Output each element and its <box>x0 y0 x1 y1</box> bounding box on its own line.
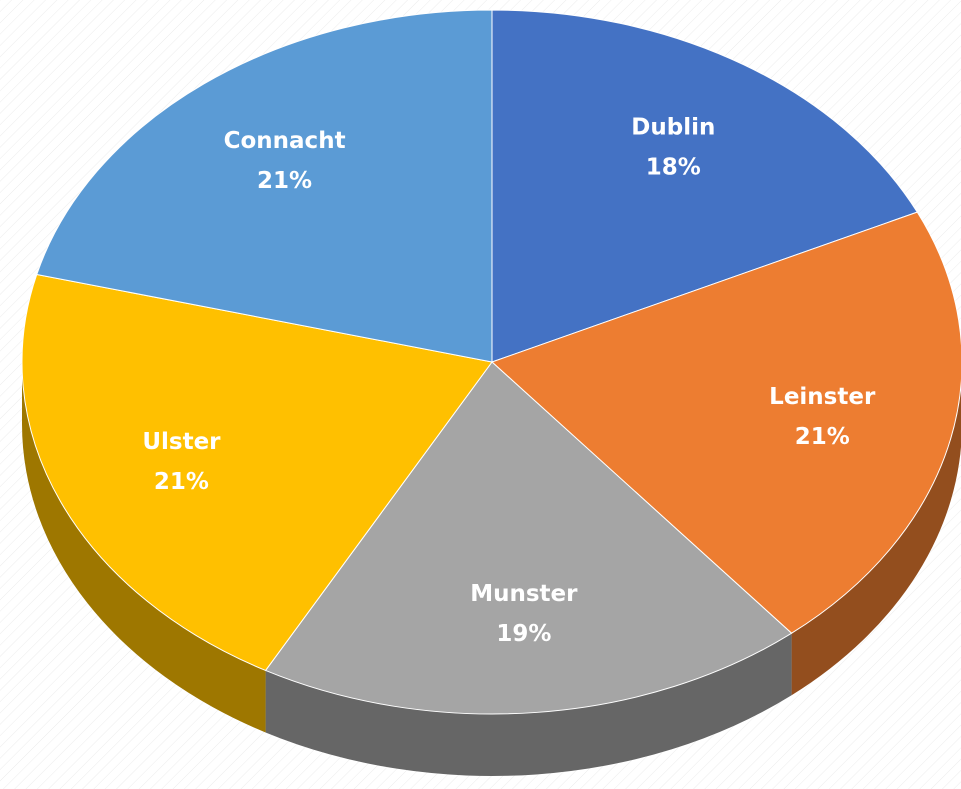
slice-side <box>265 633 792 776</box>
slice-label: Ulster <box>142 429 221 455</box>
slice-side <box>791 384 961 696</box>
slice-label: Munster <box>470 581 578 607</box>
slice <box>21 273 493 672</box>
slice-label: Leinster <box>769 384 876 410</box>
slice-value: 21% <box>795 424 850 450</box>
slice-value: 18% <box>646 155 701 181</box>
slice-value: 21% <box>154 469 209 495</box>
slice-value: 21% <box>257 168 312 194</box>
slice-label: Connacht <box>224 128 346 154</box>
slice <box>491 211 961 634</box>
slice <box>491 9 919 363</box>
slice-side <box>22 362 266 733</box>
slice <box>264 361 793 715</box>
slice-label: Dublin <box>631 115 715 141</box>
slice-value: 19% <box>496 621 551 647</box>
slice <box>36 9 493 363</box>
